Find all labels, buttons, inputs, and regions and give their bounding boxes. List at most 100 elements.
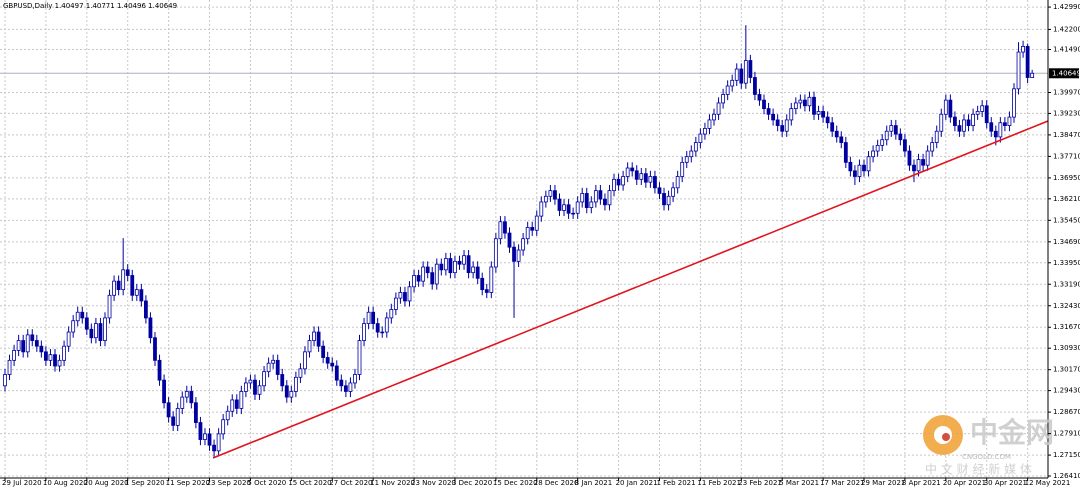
y-tick-label: 1.33950 [1053, 259, 1080, 267]
candle-body [834, 130, 839, 138]
candle-body [503, 221, 507, 234]
watermark-site: CNGOLD.COM [962, 453, 1011, 461]
x-tick-label: 8 Jan 2021 [575, 479, 613, 487]
candle-body [712, 113, 716, 121]
candle-body [234, 399, 239, 409]
candle-body [689, 150, 694, 158]
candle-body [630, 167, 635, 172]
candle-body [616, 178, 621, 186]
y-tick-label: 1.37710 [1053, 152, 1080, 160]
candle-body [798, 99, 803, 104]
candle-body [925, 150, 930, 166]
candle-body [180, 396, 185, 409]
candle-body [1003, 122, 1007, 126]
candle-body [239, 391, 244, 409]
candle-body [734, 68, 739, 81]
candle-body [693, 142, 698, 152]
candle-body [607, 190, 612, 206]
candle-body [575, 201, 580, 214]
candle-body [648, 176, 653, 183]
candle-body [434, 263, 439, 285]
candle-body [871, 150, 875, 158]
x-tick-label: 8 Apr 2021 [902, 479, 941, 487]
candle-body [875, 144, 880, 152]
x-tick-label: 11 Feb 2021 [697, 479, 741, 487]
candle-body [862, 164, 866, 172]
candle-body [857, 164, 862, 177]
candle-body [525, 227, 530, 240]
candle-body [743, 60, 748, 84]
candle-body [398, 292, 403, 299]
x-tick-label: 23 Sep 2020 [207, 479, 251, 487]
watermark: 中金网 CNGOLD.COM 中 文 财 经 新 媒 体 [923, 415, 1054, 477]
candle-body [653, 176, 657, 189]
candle-body [307, 340, 312, 353]
candle-body [262, 371, 266, 387]
candle-body [439, 263, 444, 271]
candle-body [348, 382, 353, 392]
candle-body [39, 345, 44, 353]
candle-body [334, 365, 339, 381]
candle-body [266, 362, 271, 373]
candle-body [1016, 51, 1021, 90]
y-tick-label: 1.30170 [1053, 366, 1080, 374]
chart-title: GBPUSD,Daily 1.40497 1.40771 1.40496 1.4… [3, 2, 177, 10]
candle-body [698, 133, 703, 143]
candle-body [939, 113, 944, 132]
candle-body [507, 232, 512, 248]
candle-body [889, 125, 894, 132]
candle-body [848, 161, 853, 172]
candle-body [443, 258, 448, 271]
candle-body [530, 227, 535, 231]
watermark-logo: 中金网 [970, 416, 1054, 449]
candle-body [312, 331, 316, 341]
candle-body [903, 139, 907, 152]
candle-body [821, 111, 825, 118]
candle-body [12, 350, 16, 361]
candle-body [975, 111, 980, 115]
candle-body [612, 178, 616, 192]
candle-body [430, 272, 435, 285]
open-value: 1.40497 [55, 2, 84, 10]
candle-body [725, 85, 730, 95]
candle-body [25, 334, 30, 353]
x-tick-label: 30 Apr 2021 [984, 479, 1027, 487]
candle-body [753, 77, 757, 95]
candle-body [589, 201, 594, 209]
y-tick-label: 1.36950 [1053, 174, 1080, 182]
y-tick-label: 1.32430 [1053, 302, 1080, 310]
candle-body [230, 399, 235, 412]
axes: 1.42990 1.42200 1.41490 1.39970 1.39230 1.384… [2, 3, 1080, 487]
candle-body [539, 201, 544, 217]
candle-body [739, 68, 744, 84]
candle-body [407, 286, 412, 302]
candle-body [289, 391, 294, 398]
candle-body [71, 320, 76, 333]
candle-body [325, 357, 330, 364]
candle-body [553, 190, 557, 200]
candle-body [280, 374, 285, 387]
high-value: 1.40771 [86, 2, 115, 10]
symbol: GBPUSD,Daily [3, 2, 52, 10]
candle-body [353, 374, 357, 384]
candle-body [943, 99, 948, 115]
y-tick-label: 1.39970 [1053, 88, 1080, 96]
candle-body [143, 300, 148, 319]
x-tick-label: 5 Oct 2020 [247, 479, 286, 487]
candle-body [44, 351, 48, 361]
candle-body [57, 359, 62, 367]
candle-body [634, 170, 639, 180]
x-tick-label: 17 Mar 2021 [820, 479, 864, 487]
candle-body [543, 195, 548, 203]
candle-body [893, 125, 898, 135]
candle-body [748, 60, 753, 78]
candle-body [471, 266, 476, 274]
y-tick-label: 1.38470 [1053, 131, 1080, 139]
candle-body [403, 292, 407, 302]
y-tick-label: 1.41490 [1053, 45, 1080, 53]
candle-body [7, 359, 12, 375]
candle-body [148, 317, 153, 339]
candle-body [98, 323, 103, 341]
candle-body [371, 311, 376, 324]
candle-body [107, 294, 112, 319]
